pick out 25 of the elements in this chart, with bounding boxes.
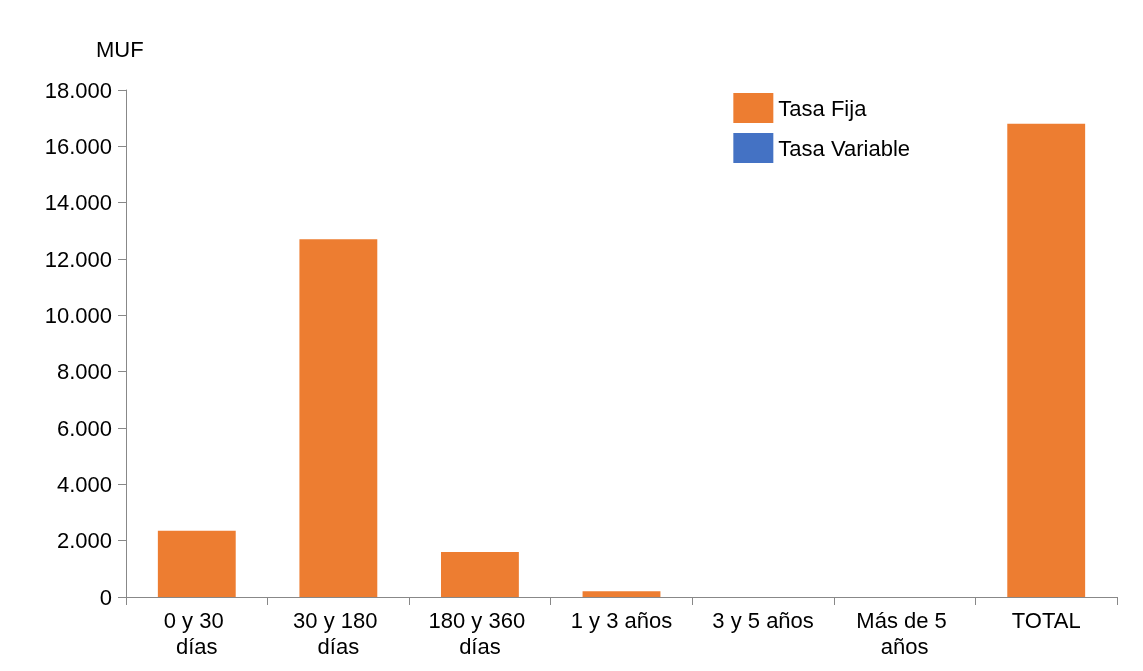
x-tick-label: 3 y 5 años: [712, 607, 814, 633]
y-tick-label: 6.000: [56, 415, 112, 441]
bar: [441, 551, 519, 597]
x-tick-label: 1 y 3 años: [570, 607, 673, 633]
y-tick-label: 4.000: [56, 471, 112, 497]
y-tick-label: 18.000: [44, 77, 112, 103]
y-tick-label: 10.000: [44, 302, 112, 328]
x-tick-label: 30 y 180 días: [293, 607, 384, 659]
bar: [299, 239, 378, 597]
legend-label: Tasa Variable: [778, 135, 910, 161]
x-tick-label: 180 y 360 días: [428, 607, 532, 659]
y-tick-label: 0: [99, 584, 112, 610]
bar: [582, 591, 661, 597]
legend-label: Tasa Fija: [778, 95, 868, 121]
y-tick-label: 8.000: [56, 359, 112, 385]
y-tick-label: 12.000: [44, 246, 112, 272]
x-tick-label: TOTAL: [1011, 607, 1081, 633]
bar: [157, 530, 236, 597]
x-tick-label: 0 y 30 días: [163, 607, 230, 659]
x-tick-label: Más de 5 años: [856, 607, 953, 659]
bar: [1007, 123, 1086, 597]
y-tick-label: 2.000: [56, 528, 112, 554]
y-axis-title: MUF: [96, 36, 144, 62]
y-tick-label: 14.000: [44, 190, 112, 216]
y-tick-label: 16.000: [44, 133, 112, 159]
